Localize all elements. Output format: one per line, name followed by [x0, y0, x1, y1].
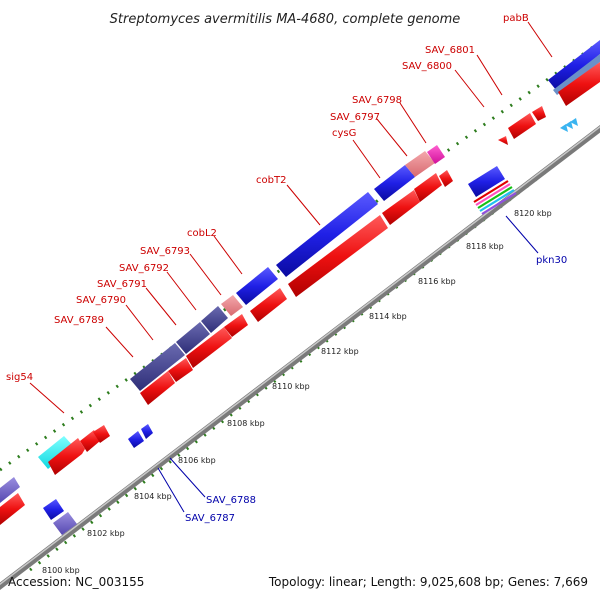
accession-text: Accession: NC_003155 — [8, 575, 144, 589]
lower-genes — [43, 118, 578, 535]
gene-bar-sav6790 — [176, 322, 210, 354]
tick-8116: 8116 kbp — [418, 277, 456, 286]
tick-labels: 8100 kbp 8102 kbp 8104 kbp 8106 kbp 8108… — [42, 209, 552, 575]
gene-bar-pabb-shadow — [553, 54, 600, 95]
gene-arrow-16 — [532, 106, 546, 121]
gene-bar-sav6798 — [427, 145, 445, 164]
label-sav6788: SAV_6788 — [206, 495, 256, 506]
label-sav6787: SAV_6787 — [185, 513, 235, 524]
gene-arrow-6 — [168, 358, 193, 382]
tick-8112: 8112 kbp — [321, 347, 359, 356]
gene-pkn30 — [468, 166, 505, 197]
tick-8106: 8106 kbp — [178, 456, 216, 465]
label-sav6789: SAV_6789 — [54, 315, 104, 326]
label-pkn30: pkn30 — [536, 255, 567, 266]
map-title: Streptomyces avermitilis MA-4680, comple… — [110, 12, 461, 27]
gene-stack-pkn30 — [473, 180, 517, 215]
label-sav6791: SAV_6791 — [97, 279, 147, 290]
reverse-strand-genes — [0, 62, 600, 525]
gene-lower-1 — [43, 499, 64, 520]
label-sav6798: SAV_6798 — [352, 95, 402, 106]
dotted-guides — [0, 40, 600, 572]
tick-8110: 8110 kbp — [272, 382, 310, 391]
gene-lower-2 — [53, 512, 77, 535]
gene-arrow-8 — [224, 314, 248, 337]
label-sav6801: SAV_6801 — [425, 45, 475, 56]
tick-8114: 8114 kbp — [369, 312, 407, 321]
gene-arrow-15 — [508, 113, 536, 139]
label-sav6793: SAV_6793 — [140, 246, 190, 257]
gene-bar-sav6797 — [405, 151, 435, 177]
tick-8102: 8102 kbp — [87, 529, 125, 538]
gene-arrow-11 — [382, 190, 420, 225]
gene-arrow-7 — [186, 327, 232, 368]
label-sig54: sig54 — [6, 372, 33, 383]
gene-arrow-9 — [250, 288, 287, 322]
gene-labels-top: sig54 SAV_6789 SAV_6790 SAV_6791 SAV_679… — [6, 13, 529, 383]
label-sav6797: SAV_6797 — [330, 112, 380, 123]
gene-arrow-14 — [498, 136, 508, 145]
label-sav6792: SAV_6792 — [119, 263, 169, 274]
tick-8120: 8120 kbp — [514, 209, 552, 218]
topology-summary: Topology: linear; Length: 9,025,608 bp; … — [268, 575, 588, 589]
label-cobl2: cobL2 — [187, 228, 217, 239]
gene-arrow-4 — [93, 425, 110, 443]
gene-bar-sig54 — [38, 436, 74, 469]
gene-bar-cysg — [374, 165, 415, 201]
label-pabb: pabB — [503, 13, 529, 24]
gene-bar-pabb — [548, 40, 600, 90]
tick-8108: 8108 kbp — [227, 419, 265, 428]
gene-bar-left-edge — [0, 477, 20, 503]
tick-8104: 8104 kbp — [134, 492, 172, 501]
upper-dotted-guide — [0, 40, 600, 472]
gene-sav6787 — [128, 431, 144, 448]
gene-arrow-17 — [558, 62, 600, 106]
label-sav6800: SAV_6800 — [402, 61, 452, 72]
label-leaders — [29, 21, 553, 513]
gene-bar-sav6791 — [201, 306, 228, 333]
tick-8100: 8100 kbp — [42, 566, 80, 575]
backbone-line — [0, 125, 600, 590]
gene-arrow-1 — [0, 493, 25, 525]
gene-arrow-10 — [288, 215, 388, 297]
forward-strand-genes — [0, 40, 600, 503]
gene-bar-sav6789 — [130, 343, 185, 391]
gene-arrow-5 — [140, 371, 175, 405]
label-cobt2: cobT2 — [256, 175, 286, 186]
label-cysg: cysG — [332, 128, 356, 139]
gene-labels-bottom: SAV_6787 SAV_6788 pkn30 — [185, 255, 567, 524]
gene-arrow-13 — [439, 170, 453, 187]
gene-bar-cobl2 — [236, 267, 278, 305]
gene-arrow-12 — [414, 173, 442, 202]
gene-arrow-3 — [80, 430, 100, 452]
gene-arrow-2 — [48, 438, 85, 475]
gene-cluster-chevrons — [560, 118, 578, 132]
gene-bar-sav6793 — [221, 295, 243, 316]
gene-sav6788 — [141, 424, 153, 439]
label-sav6790: SAV_6790 — [76, 295, 126, 306]
tick-8118: 8118 kbp — [466, 242, 504, 251]
gene-bar-cobt2 — [276, 192, 378, 277]
